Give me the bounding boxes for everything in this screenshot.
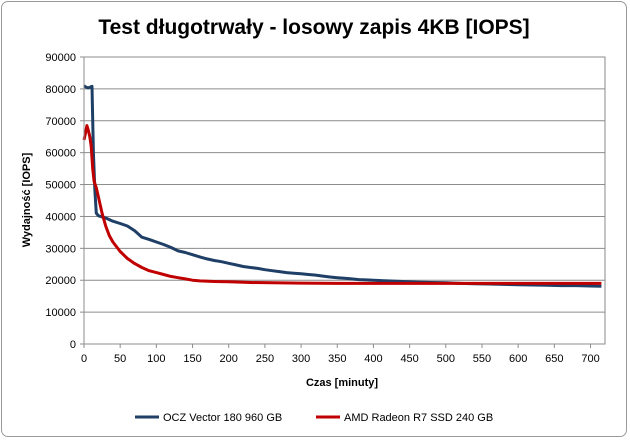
y-tick-label: 40000: [45, 211, 76, 223]
series-line-1: [83, 84, 602, 288]
y-tick-label: 20000: [45, 275, 76, 287]
y-tick-label: 0: [70, 339, 76, 351]
y-tick-label: 70000: [45, 116, 76, 128]
series-lines: [82, 84, 602, 288]
plot-area: [83, 56, 606, 345]
y-tick-label: 10000: [45, 307, 76, 319]
axes: 0 10000 20000 30000 40000 50000 60000 70000 8000…: [45, 52, 605, 365]
x-tick-label: 400: [364, 353, 382, 365]
x-tick-label: 250: [256, 353, 274, 365]
y-tick-label: 30000: [45, 243, 76, 255]
legend-label-2: AMD Radeon R7 SSD 240 GB: [344, 412, 493, 424]
x-tick-label: 100: [147, 353, 165, 365]
x-tick-label: 300: [292, 353, 310, 365]
x-tick-label: 500: [437, 353, 455, 365]
x-tick-label: 50: [114, 353, 126, 365]
y-tick-label: 60000: [45, 148, 76, 160]
x-tick-label: 350: [328, 353, 346, 365]
x-tick-label: 200: [220, 353, 238, 365]
y-tick-label: 90000: [45, 52, 76, 64]
x-axis-title: Czas [minuty]: [306, 377, 378, 389]
x-tick-label: 0: [81, 353, 87, 365]
chart-title: Test długotrwały - losowy zapis 4KB [IOP…: [98, 16, 529, 39]
x-tick-label: 550: [473, 353, 491, 365]
y-tick-label: 80000: [45, 84, 76, 96]
x-tick-label: 600: [509, 353, 527, 365]
y-axis-title: Wydajność [IOPS]: [21, 152, 33, 247]
series-line-2: [82, 124, 602, 285]
legend: OCZ Vector 180 960 GB AMD Radeon R7 SSD 2…: [135, 412, 493, 424]
x-tick-label: 450: [400, 353, 418, 365]
x-tick-label: 150: [183, 353, 201, 365]
gridlines: [84, 56, 605, 313]
x-tick-label: 650: [545, 353, 563, 365]
x-tick-label: 700: [581, 353, 599, 365]
y-tick-label: 50000: [45, 180, 76, 192]
legend-label-1: OCZ Vector 180 960 GB: [163, 412, 282, 424]
